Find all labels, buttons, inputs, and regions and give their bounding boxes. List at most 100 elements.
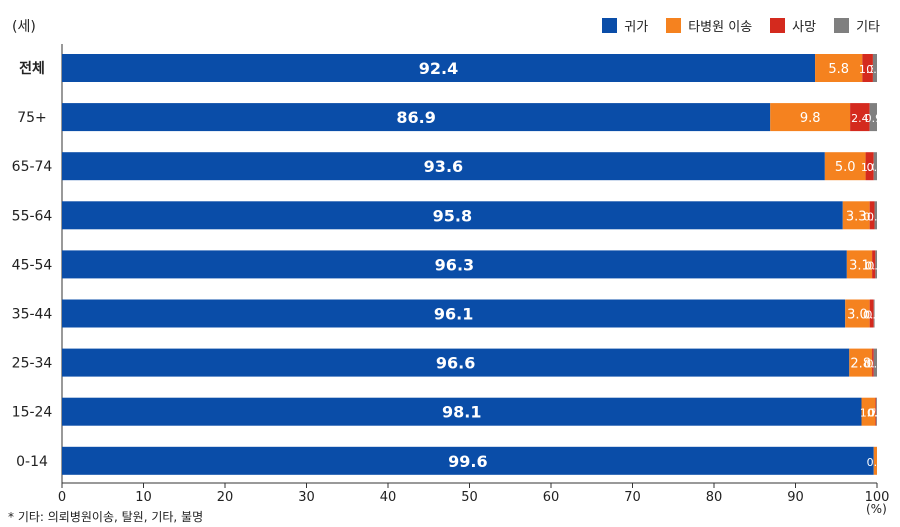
bar-segment [62,201,843,230]
x-tick-label: 50 [461,490,478,505]
data-label: 1.7 [860,407,878,420]
bar-segment [875,250,877,279]
category-label: 15-24 [12,405,53,421]
bar-segment [842,201,870,230]
bar-segment [850,103,870,132]
legend-item-return-home: 귀가 [602,16,648,35]
bar-segment [872,54,877,82]
x-tick-label: 10 [135,490,152,505]
data-label: 0.1 [865,309,883,322]
bar-segment [869,299,874,328]
x-tick-label: 80 [706,490,723,505]
legend-item-other: 기타 [834,16,880,35]
category-label: 25-34 [12,356,53,372]
legend-swatch-transfer [666,18,682,33]
bar-segment [845,299,870,328]
bar-segment [873,348,877,377]
category-label: 45-54 [12,257,53,273]
bar-segment [869,103,877,132]
bar-segment [62,299,846,328]
legend-item-transfer: 타병원 이송 [666,16,752,35]
data-label: 92.4 [419,59,458,78]
data-label: 0.4 [865,259,883,272]
data-label: 0.3 [867,210,885,223]
bar-segment [62,152,825,181]
data-label: 98.1 [442,403,481,422]
data-label: 3.1 [849,258,870,273]
bar-segment [876,397,877,426]
data-label: 0.5 [863,309,881,322]
category-label: 65-74 [12,159,53,175]
x-tick-label: 60 [543,490,560,505]
data-label: 99.6 [448,452,487,471]
legend-label-transfer: 타병원 이송 [688,20,753,35]
bar-segment [872,250,876,279]
bar-segment [770,103,851,132]
x-tick-label: 40 [380,490,397,505]
data-label: 2.8 [850,357,871,372]
bar-segment [62,250,847,279]
bar-segment [874,201,877,230]
data-label: 5.8 [828,62,849,77]
bar-segment [824,152,866,181]
bar-segment [869,201,875,230]
bar-segment [849,348,873,377]
bar-segment [875,397,877,426]
bar-segment [62,348,850,377]
data-label: 0.2 [864,358,882,371]
data-label: 5.0 [835,160,856,175]
category-label: 0-14 [16,454,48,470]
data-label: 96.6 [436,354,475,373]
category-label: 75+ [17,110,47,126]
data-label: 93.6 [424,157,463,176]
bar-segment [815,54,863,82]
bar-segment [861,397,876,426]
data-label: 96.3 [435,255,474,274]
data-label: 3.3 [846,209,867,224]
bar-segment [873,299,875,328]
data-label: 0.1 [868,407,886,420]
data-label: 0.5 [866,63,884,76]
legend-swatch-death [770,18,786,33]
data-label: 0.1 [867,407,885,420]
data-label: 3.0 [847,308,868,323]
legend-swatch-other [834,18,850,33]
bar-segment [862,54,873,82]
bar-segment [62,103,771,132]
footnote: * 기타: 의뢰병원이송, 탈원, 기타, 불명 [8,510,204,524]
data-label: 96.1 [434,305,473,324]
y-axis-unit-label: (세) [12,19,36,35]
bar-segment [62,446,874,475]
x-tick-label: 0 [58,490,66,505]
bar-segment [62,54,816,82]
x-axis-unit-label: (%) [866,502,887,516]
data-label: 9.8 [800,111,821,126]
data-label: 0.4 [867,358,885,371]
x-tick-label: 70 [624,490,641,505]
data-label: 0.4 [867,161,885,174]
data-label: 1.3 [859,63,877,76]
data-label: 95.8 [433,206,472,225]
legend-item-death: 사망 [770,16,816,35]
bar-segment [846,250,873,279]
category-label: 전체 [19,60,45,77]
legend-label-other: 기타 [856,20,880,35]
data-label: 0.2 [867,259,885,272]
x-tick-label: 20 [217,490,234,505]
bar-segment [873,152,877,181]
x-tick-label: 30 [298,490,315,505]
bar-segment [62,397,862,426]
data-label: 2.4 [851,112,869,125]
x-tick-label: 100 [865,490,890,505]
bar-segment [873,446,877,475]
data-label: 0.4 [867,456,885,469]
bar-segment [865,152,874,181]
legend-label-return-home: 귀가 [624,20,649,35]
category-label: 35-44 [12,307,53,323]
chart-legend: 귀가 타병원 이송 사망 기타 [602,16,880,35]
category-label: 55-64 [12,208,53,224]
data-label: 0.9 [865,112,883,125]
bar-segment [872,348,874,377]
legend-swatch-return-home [602,18,618,33]
